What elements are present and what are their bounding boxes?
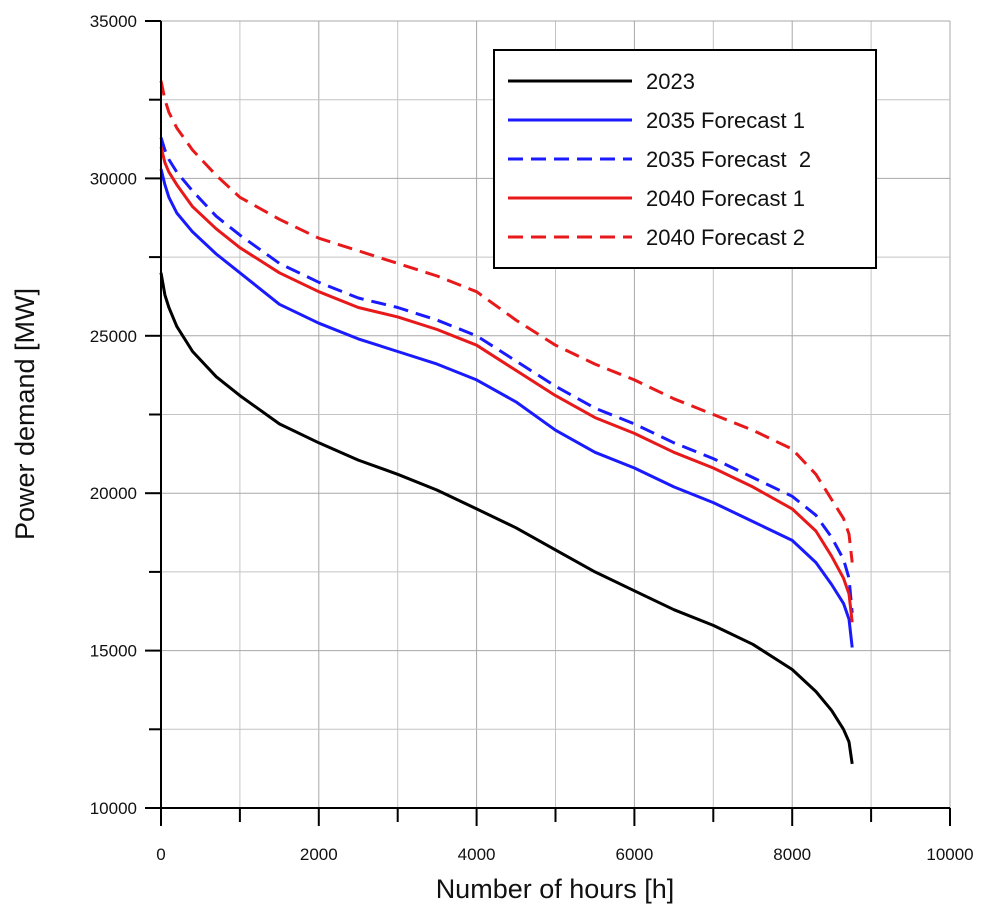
y-tick-label: 35000 bbox=[90, 12, 137, 31]
axes: 0 2000 4000 6000 8000 10000 10000 15000 20000 250… bbox=[90, 12, 974, 864]
x-tick-label: 2000 bbox=[300, 845, 338, 864]
x-tick-label: 6000 bbox=[615, 845, 653, 864]
x-tick-label: 10000 bbox=[926, 845, 973, 864]
legend-label: 2035 Forecast 2 bbox=[646, 147, 811, 172]
series-line bbox=[159, 272, 854, 765]
series-line bbox=[159, 80, 854, 563]
x-axis-title: Number of hours [h] bbox=[436, 874, 675, 904]
y-axis-title: Power demand [MW] bbox=[10, 288, 40, 540]
series-line bbox=[159, 137, 854, 613]
legend: 2023 2035 Forecast 1 2035 Forecast 2 2040 F… bbox=[493, 49, 877, 269]
legend-label: 2040 Forecast 2 bbox=[646, 225, 805, 250]
series-line bbox=[159, 168, 854, 648]
y-tick-label: 30000 bbox=[90, 169, 137, 188]
legend-label: 2023 bbox=[646, 69, 695, 94]
x-tick-label: 0 bbox=[156, 845, 165, 864]
y-tick-label: 15000 bbox=[90, 642, 137, 661]
legend-label: 2035 Forecast 1 bbox=[646, 108, 805, 133]
x-tick-label: 8000 bbox=[773, 845, 811, 864]
series-layer bbox=[159, 80, 854, 765]
x-tick-label: 4000 bbox=[458, 845, 496, 864]
y-tick-label: 10000 bbox=[90, 799, 137, 818]
y-tick-label: 25000 bbox=[90, 327, 137, 346]
series-line bbox=[159, 146, 854, 623]
legend-label: 2040 Forecast 1 bbox=[646, 186, 805, 211]
legend-box bbox=[493, 49, 877, 269]
y-tick-label: 20000 bbox=[90, 484, 137, 503]
